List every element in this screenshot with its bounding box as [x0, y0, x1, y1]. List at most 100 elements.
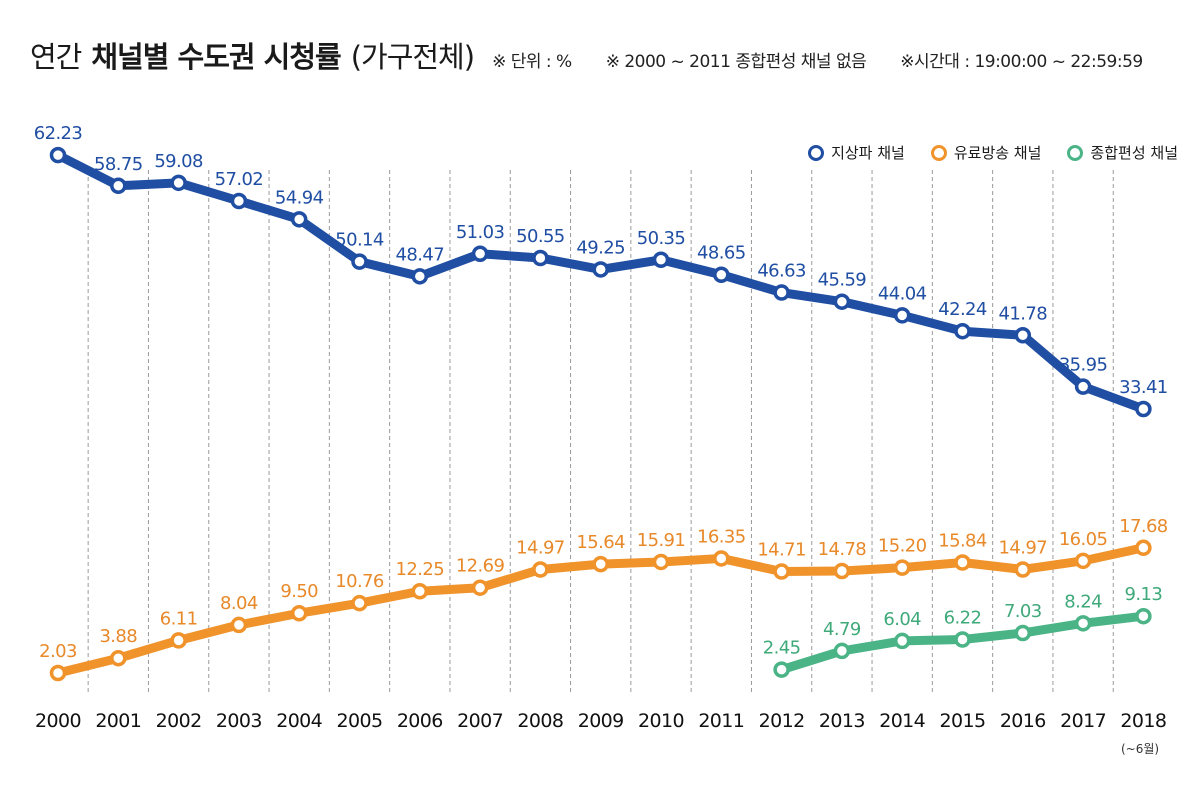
data-point-terrestrial [471, 245, 489, 263]
chart-title-prefix: 연간 [30, 40, 82, 74]
x-tick-label: 2015 [940, 710, 986, 732]
data-label-terrestrial: 51.03 [456, 222, 505, 243]
data-label-paid: 2.03 [39, 641, 77, 662]
data-point-paid [893, 559, 911, 576]
data-point-paid [773, 563, 790, 580]
data-label-general: 8.24 [1064, 591, 1102, 612]
partial-year-footnote: (~6월) [1121, 742, 1160, 756]
data-point-terrestrial [290, 211, 308, 228]
data-point-paid [532, 561, 549, 578]
data-label-paid: 14.97 [999, 537, 1048, 558]
data-label-terrestrial: 50.14 [335, 230, 384, 251]
data-label-terrestrial: 50.55 [516, 226, 565, 247]
x-tick-label: 2003 [216, 710, 262, 732]
data-label-terrestrial: 41.78 [999, 303, 1048, 324]
data-point-paid [833, 562, 851, 580]
data-label-paid: 14.78 [818, 539, 867, 560]
data-point-terrestrial [954, 322, 971, 340]
data-point-terrestrial [170, 174, 187, 192]
x-tick-label: 2011 [698, 710, 744, 732]
data-point-paid [713, 550, 730, 567]
data-label-paid: 15.64 [576, 532, 625, 553]
data-label-terrestrial: 54.94 [275, 187, 324, 208]
data-point-paid [1014, 561, 1032, 578]
legend-label-terrestrial: 지상파 채널 [831, 144, 905, 162]
data-point-paid [652, 553, 670, 571]
unit-note: ※ 단위 : % [492, 52, 572, 72]
data-point-terrestrial [49, 146, 67, 164]
x-tick-label: 2008 [517, 710, 563, 732]
x-tick-label: 2018 [1120, 710, 1166, 732]
chart-title-suffix: (가구전체) [350, 40, 475, 74]
data-point-paid [954, 554, 971, 571]
data-point-terrestrial [893, 307, 911, 324]
x-tick-label: 2007 [457, 710, 503, 732]
data-label-terrestrial: 48.65 [697, 243, 746, 264]
data-point-paid [230, 616, 248, 634]
x-tick-label: 2005 [337, 710, 383, 732]
x-tick-label: 2001 [95, 710, 141, 732]
chart-header: 연간 채널별 수도권 시청률 (가구전체) ※ 단위 : % ※ 2000 ~ … [30, 34, 1143, 84]
data-point-terrestrial [351, 253, 368, 270]
data-label-general: 2.45 [763, 638, 801, 659]
data-point-general [1135, 607, 1152, 625]
data-label-paid: 15.84 [938, 531, 987, 552]
data-label-paid: 16.35 [697, 526, 746, 547]
data-point-terrestrial [411, 268, 429, 285]
data-label-paid: 9.50 [280, 581, 318, 602]
data-label-terrestrial: 50.35 [637, 228, 686, 249]
legend-marker-terrestrial [808, 144, 825, 161]
data-point-paid [290, 604, 308, 622]
data-label-general: 7.03 [1004, 601, 1042, 622]
data-point-terrestrial [1135, 400, 1152, 418]
legend-label-general: 종합편성 채널 [1090, 144, 1178, 162]
x-tick-label: 2002 [156, 710, 202, 732]
data-point-general [893, 632, 911, 650]
data-label-terrestrial: 35.95 [1059, 355, 1108, 376]
data-point-paid [110, 649, 127, 667]
data-point-terrestrial [652, 251, 670, 269]
data-label-terrestrial: 42.24 [938, 299, 987, 320]
data-label-terrestrial: 45.59 [818, 270, 867, 291]
data-label-terrestrial: 58.75 [94, 154, 143, 175]
data-point-terrestrial [773, 284, 790, 301]
legend-marker-general [1067, 144, 1084, 161]
general-channel-note: ※ 2000 ~ 2011 종합편성 채널 없음 [605, 52, 867, 72]
legend-item-terrestrial: 지상파 채널 [808, 142, 905, 163]
data-point-terrestrial [592, 261, 609, 278]
data-label-terrestrial: 33.41 [1119, 377, 1168, 398]
x-tick-label: 2000 [35, 710, 81, 732]
data-label-paid: 10.76 [335, 571, 384, 592]
data-label-general: 6.04 [883, 609, 921, 630]
data-point-terrestrial [1014, 327, 1032, 344]
data-label-paid: 14.71 [757, 540, 806, 561]
data-label-paid: 15.91 [637, 530, 686, 551]
data-label-paid: 14.97 [516, 537, 565, 558]
series-line-terrestrial [53, 150, 1148, 414]
data-label-general: 4.79 [823, 619, 861, 640]
data-label-terrestrial: 48.47 [396, 244, 445, 265]
x-tick-label: 2010 [638, 710, 684, 732]
data-label-terrestrial: 59.08 [154, 151, 203, 172]
data-point-paid [49, 664, 67, 682]
legend-item-paid: 유료방송 채널 [930, 142, 1041, 163]
x-tick-label: 2009 [578, 710, 624, 732]
data-label-paid: 3.88 [99, 626, 137, 647]
data-point-terrestrial [713, 266, 730, 283]
data-point-general [954, 631, 971, 648]
data-label-terrestrial: 57.02 [215, 169, 264, 190]
data-label-paid: 8.04 [220, 593, 258, 614]
data-point-paid [411, 582, 429, 600]
data-label-terrestrial: 46.63 [757, 261, 806, 282]
time-range-note: ※시간대 : 19:00:00 ~ 22:59:59 [900, 52, 1143, 72]
x-tick-label: 2017 [1060, 710, 1106, 732]
data-label-general: 9.13 [1125, 584, 1163, 605]
data-label-paid: 17.68 [1119, 516, 1168, 537]
x-tick-label: 2014 [879, 710, 925, 732]
x-tick-label: 2006 [397, 710, 443, 732]
data-point-general [1074, 615, 1092, 632]
chart-title-main: 채널별 수도권 시청률 [91, 40, 341, 74]
data-point-terrestrial [230, 192, 248, 210]
x-tick-label: 2013 [819, 710, 865, 732]
